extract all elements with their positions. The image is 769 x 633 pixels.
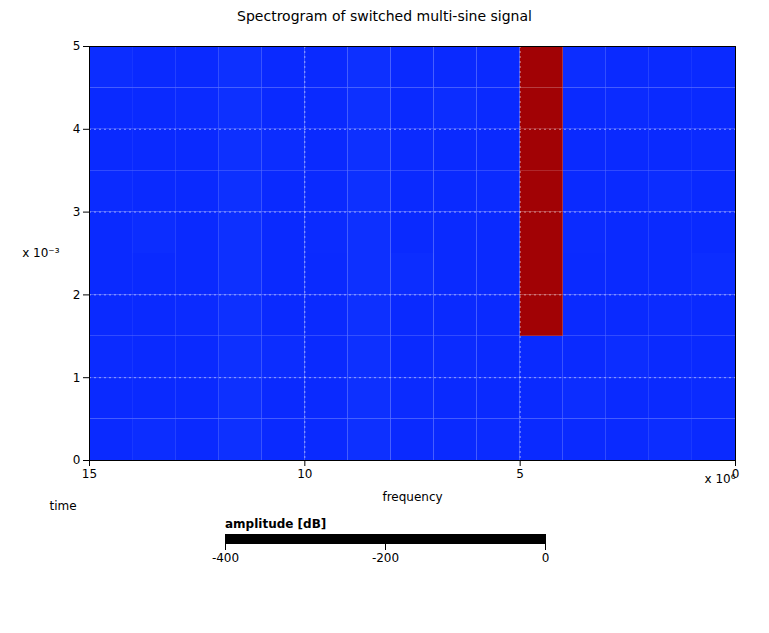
html-text:Spectrogram of switched multi-: Spectrogram of switched multi-sine signa… — [237, 8, 532, 24]
svg-text:3: 3 — [72, 205, 80, 219]
svg-text:x 10⁻³: x 10⁻³ — [22, 246, 60, 260]
svg-text:time: time — [49, 499, 76, 513]
svg-text:x 10⁶: x 10⁶ — [704, 472, 735, 486]
svg-text:5: 5 — [72, 39, 80, 53]
svg-text:15: 15 — [81, 467, 96, 481]
svg-text:amplitude [dB]: amplitude [dB] — [225, 517, 326, 531]
svg-text:-200: -200 — [371, 551, 398, 565]
svg-text:-400: -400 — [211, 551, 238, 565]
svg-text:1: 1 — [72, 371, 80, 385]
svg-text:10: 10 — [297, 467, 312, 481]
svg-text:4: 4 — [72, 122, 80, 136]
svg-text:frequency: frequency — [382, 490, 442, 504]
svg-text:2: 2 — [72, 288, 80, 302]
svg-text:0: 0 — [72, 453, 80, 467]
svg-text:5: 5 — [516, 467, 524, 481]
svg-text:0: 0 — [541, 551, 549, 565]
